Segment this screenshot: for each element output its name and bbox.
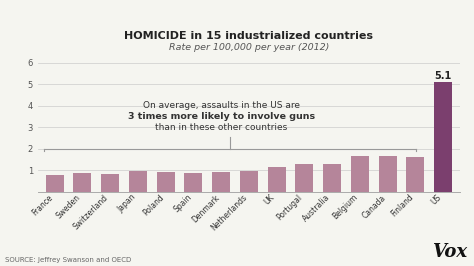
- Bar: [268, 167, 286, 192]
- Bar: [73, 173, 91, 192]
- Text: Rate per 100,000 per year (2012): Rate per 100,000 per year (2012): [169, 43, 329, 52]
- Bar: [295, 164, 313, 192]
- Bar: [323, 164, 341, 192]
- Text: 5.1: 5.1: [435, 71, 452, 81]
- Text: SOURCE: Jeffrey Swanson and OECD: SOURCE: Jeffrey Swanson and OECD: [5, 257, 131, 263]
- Bar: [379, 156, 397, 192]
- Bar: [434, 82, 452, 192]
- Bar: [129, 171, 147, 192]
- Bar: [156, 172, 174, 192]
- Bar: [184, 173, 202, 192]
- Bar: [351, 156, 369, 192]
- Text: than in these other countries: than in these other countries: [155, 123, 287, 132]
- Bar: [212, 172, 230, 192]
- Bar: [240, 171, 258, 192]
- Bar: [46, 176, 64, 192]
- Text: Vox: Vox: [432, 243, 467, 261]
- Text: On average, assaults in the US are: On average, assaults in the US are: [143, 101, 300, 110]
- Text: 3 times more likely to involve guns: 3 times more likely to involve guns: [128, 112, 315, 121]
- Text: HOMICIDE in 15 industrialized countries: HOMICIDE in 15 industrialized countries: [124, 31, 374, 41]
- Bar: [101, 174, 119, 192]
- Bar: [406, 157, 424, 192]
